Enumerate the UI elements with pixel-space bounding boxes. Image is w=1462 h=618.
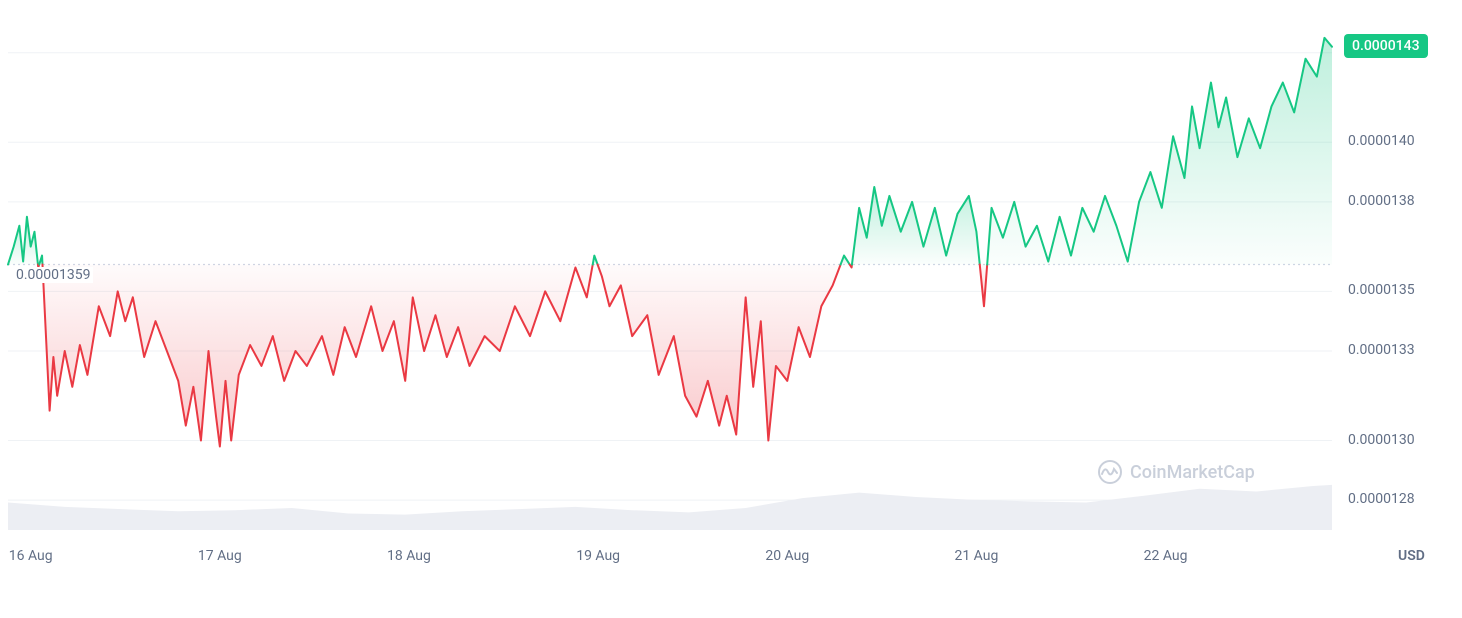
x-tick-label: 18 Aug xyxy=(387,548,431,564)
x-tick-label: 19 Aug xyxy=(576,548,620,564)
current-price-badge: 0.0000143 xyxy=(1344,34,1428,58)
y-tick-label: 0.0000130 xyxy=(1348,432,1415,448)
x-tick-label: 22 Aug xyxy=(1144,548,1188,564)
y-tick-label: 0.0000128 xyxy=(1348,491,1415,507)
x-tick-label: 20 Aug xyxy=(765,548,809,564)
y-tick-label: 0.0000135 xyxy=(1348,282,1415,298)
watermark-text: CoinMarketCap xyxy=(1130,462,1255,483)
y-tick-label: 0.0000133 xyxy=(1348,342,1415,358)
y-tick-label: 0.0000140 xyxy=(1348,133,1415,149)
price-chart[interactable]: 0.0000143 0.0000140 0.0000138 0.0000135 0.00… xyxy=(0,0,1462,614)
coinmarketcap-logo-icon xyxy=(1098,460,1122,484)
currency-label: USD xyxy=(1398,548,1425,564)
watermark: CoinMarketCap xyxy=(1098,460,1255,484)
y-tick-label: 0.0000138 xyxy=(1348,193,1415,209)
chart-svg xyxy=(0,0,1462,614)
baseline-price-label: 0.00001359 xyxy=(14,267,93,283)
x-tick-label: 21 Aug xyxy=(954,548,998,564)
x-tick-label: 17 Aug xyxy=(198,548,242,564)
x-tick-label: 16 Aug xyxy=(9,548,53,564)
